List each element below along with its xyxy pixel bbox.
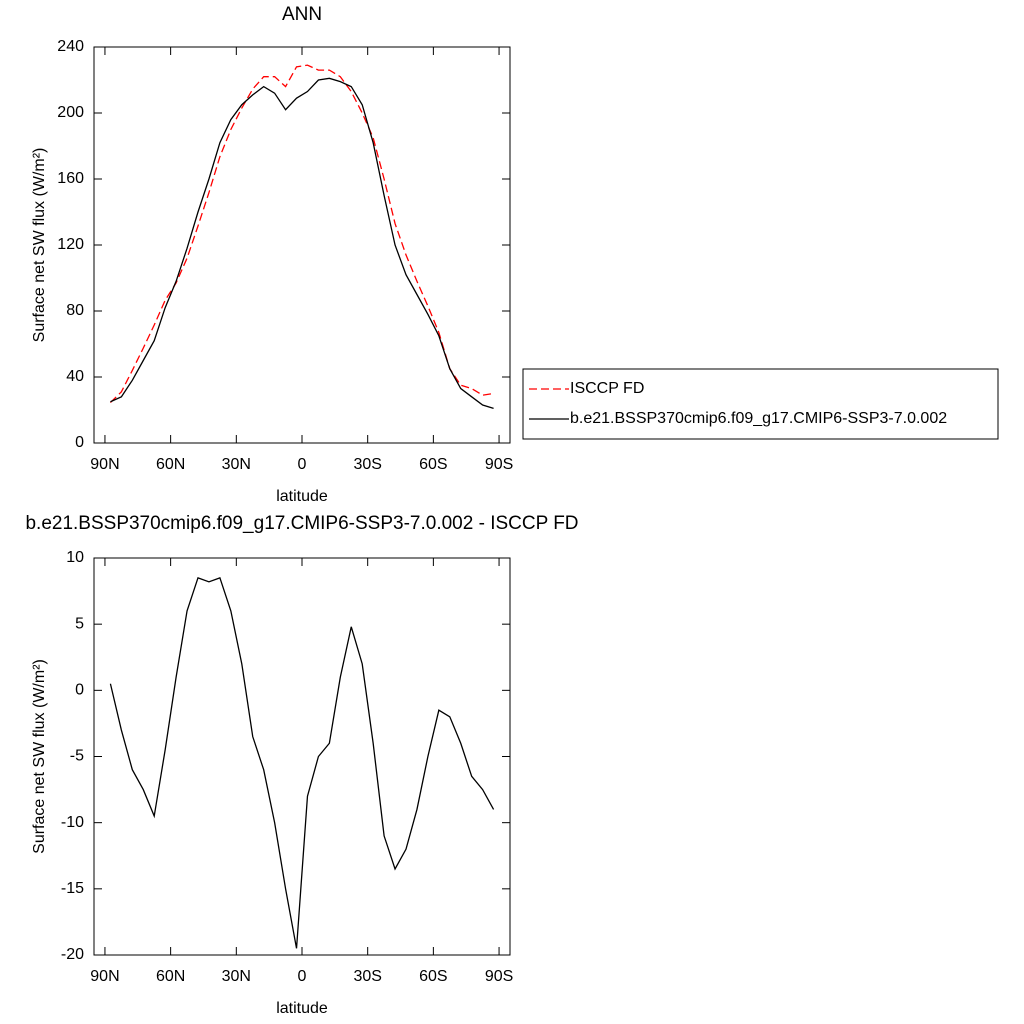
y-tick-label: -5 bbox=[70, 748, 84, 765]
plot-frame bbox=[93, 557, 511, 956]
series-line bbox=[109, 64, 494, 404]
y-tick-label: 10 bbox=[66, 549, 84, 566]
legend-label: b.e21.BSSP370cmip6.f09_g17.CMIP6-SSP3-7.… bbox=[570, 410, 947, 427]
x-tick-label: 90S bbox=[485, 968, 513, 985]
x-tick-label: 60N bbox=[156, 456, 185, 473]
y-tick-label: 80 bbox=[66, 302, 84, 319]
x-axis-label: latitude bbox=[276, 1000, 328, 1017]
y-axis-label: Surface net SW flux (W/m²) bbox=[31, 659, 48, 854]
y-tick-label: 0 bbox=[75, 682, 84, 699]
x-tick-label: 30N bbox=[222, 968, 251, 985]
y-tick-label: -15 bbox=[61, 880, 84, 897]
x-axis-label: latitude bbox=[276, 488, 328, 505]
y-tick-label: 5 bbox=[75, 615, 84, 632]
chart-title: ANN bbox=[282, 4, 322, 25]
y-tick-label: 200 bbox=[57, 104, 84, 121]
x-tick-label: 90S bbox=[485, 456, 513, 473]
x-tick-label: 0 bbox=[298, 456, 307, 473]
x-tick-label: 60N bbox=[156, 968, 185, 985]
chart-title: b.e21.BSSP370cmip6.f09_g17.CMIP6-SSP3-7.… bbox=[25, 513, 578, 534]
x-tick-label: 0 bbox=[298, 968, 307, 985]
series-line bbox=[110, 77, 494, 409]
y-tick-label: 160 bbox=[57, 170, 84, 187]
y-tick-label: 0 bbox=[75, 434, 84, 451]
x-tick-label: 30N bbox=[222, 456, 251, 473]
x-tick-label: 60S bbox=[419, 968, 447, 985]
legend-label: ISCCP FD bbox=[570, 380, 644, 397]
y-axis-label: Surface net SW flux (W/m²) bbox=[31, 148, 48, 343]
x-tick-label: 60S bbox=[419, 456, 447, 473]
x-tick-label: 90N bbox=[90, 968, 119, 985]
y-tick-label: 40 bbox=[66, 368, 84, 385]
x-tick-label: 30S bbox=[353, 456, 381, 473]
y-tick-label: 240 bbox=[57, 38, 84, 55]
x-tick-label: 30S bbox=[353, 968, 381, 985]
plot-frame bbox=[93, 46, 511, 444]
x-tick-label: 90N bbox=[90, 456, 119, 473]
legend-box bbox=[522, 368, 999, 440]
y-tick-label: -20 bbox=[61, 946, 84, 963]
y-tick-label: 120 bbox=[57, 236, 84, 253]
y-tick-label: -10 bbox=[61, 814, 84, 831]
series-line bbox=[109, 577, 495, 949]
